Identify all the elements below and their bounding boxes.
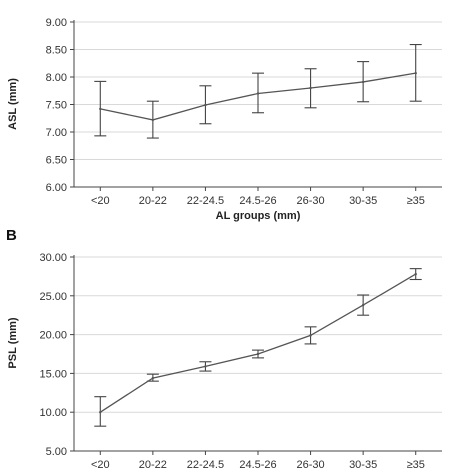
panel-a-chart: 6.00 6.50 7.00 7.50 8.00 8.50 9.00 <20 20-22 22-… <box>7 17 442 222</box>
panel-a-x-tick-label: 24.5-26 <box>239 195 276 207</box>
panel-a-x-tick-label: 26-30 <box>297 195 325 207</box>
panel-b-y-axis-title: PSL (mm) <box>7 317 19 368</box>
panel-b-mean-point <box>361 303 365 307</box>
panel-a-x-axis-title: AL groups (mm) <box>216 210 301 222</box>
panel-b-mean-point <box>99 411 102 414</box>
panel-b-y-tick-label: 20.00 <box>39 330 67 342</box>
panel-b-x-tick-label: ≥35 <box>407 459 425 471</box>
panel-b-mean-point <box>414 272 417 276</box>
panel-b-mean-point <box>204 365 207 368</box>
panel-b-x-tick-label: <20 <box>91 459 110 471</box>
panel-b-chart: B 5.00 10.00 15.00 20.00 25.00 30.00 <20 20-22… <box>6 227 442 471</box>
panel-a-mean-point <box>151 118 155 122</box>
panel-a-y-tick-label: 6.00 <box>46 182 67 194</box>
panel-b-x-tick-label: 22-24.5 <box>187 459 224 471</box>
panel-a-x-tick-label: 20-22 <box>139 195 167 207</box>
panel-b-mean-point <box>151 376 155 380</box>
panel-a-x-tick-label: 30-35 <box>349 195 377 207</box>
panel-a-y-tick-label: 6.50 <box>46 155 67 167</box>
panel-a-x-tick-label: 22-24.5 <box>187 195 224 207</box>
panel-a-mean-point <box>309 86 312 90</box>
panel-b-x-tick-label: 26-30 <box>297 459 325 471</box>
panel-b-mean-point <box>309 334 312 337</box>
panel-a-y-tick-label: 8.50 <box>46 45 67 57</box>
panel-a-y-tick-label: 9.00 <box>46 17 67 29</box>
panel-b-x-tick-label: 24.5-26 <box>239 459 276 471</box>
panel-a-x-tick-label: <20 <box>91 195 110 207</box>
panel-a-y-tick-label: 7.50 <box>46 100 67 112</box>
panel-b-y-tick-label: 15.00 <box>39 368 67 380</box>
panel-a-y-tick-label: 8.00 <box>46 72 67 84</box>
panel-a-mean-point <box>99 107 102 111</box>
panel-a-x-tick-label: ≥35 <box>407 195 425 207</box>
panel-a-mean-point <box>204 103 207 107</box>
panel-b-mean-point <box>256 352 260 356</box>
panel-b-y-tick-label: 30.00 <box>39 252 67 264</box>
panel-b-y-tick-label: 10.00 <box>39 407 67 419</box>
panel-a-mean-point <box>414 71 417 75</box>
panel-a-mean-point <box>256 92 260 95</box>
panel-b-x-tick-label: 20-22 <box>139 459 167 471</box>
panel-a-y-tick-label: 7.00 <box>46 127 67 139</box>
panel-b-x-tick-label: 30-35 <box>349 459 377 471</box>
panel-a-y-axis-title: ASL (mm) <box>7 78 19 130</box>
panel-b-y-tick-label: 25.00 <box>39 291 67 303</box>
panel-a-mean-point <box>361 80 365 84</box>
panel-b-letter: B <box>6 227 17 244</box>
panel-b-y-tick-label: 5.00 <box>46 446 67 458</box>
